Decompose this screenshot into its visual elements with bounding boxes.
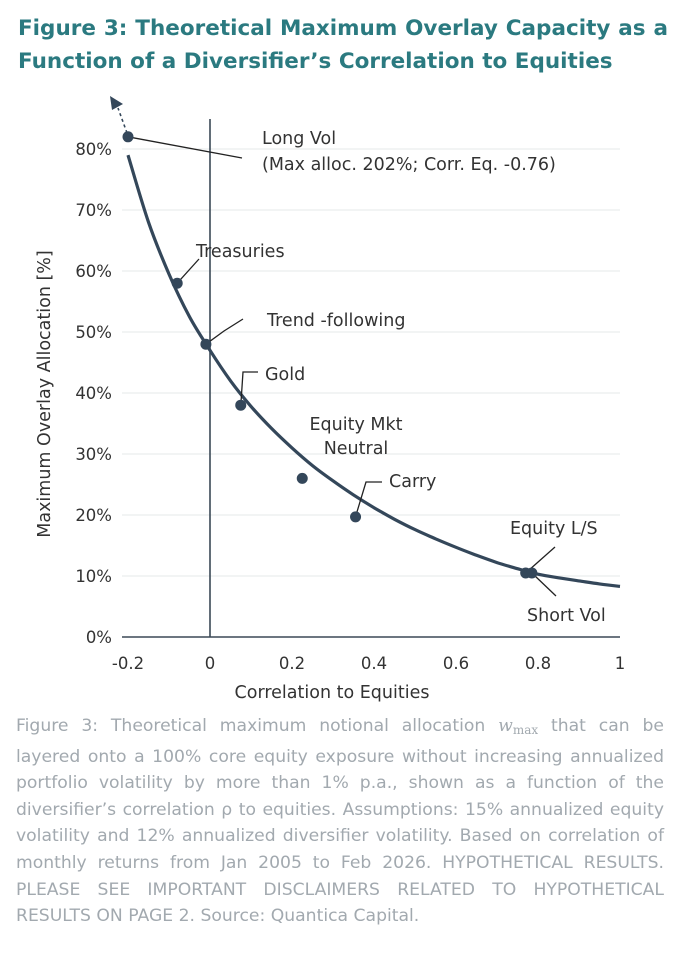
x-axis-label: Correlation to Equities xyxy=(235,683,430,703)
data-point xyxy=(350,511,362,523)
leader-line xyxy=(240,371,258,406)
point-labels: Long Vol (Max alloc. 202%; Corr. Eq. -0.7… xyxy=(195,129,606,626)
off-scale-arrowhead xyxy=(110,96,123,110)
y-tick-label: 0% xyxy=(86,628,112,647)
data-point xyxy=(526,567,538,579)
data-point xyxy=(200,338,212,350)
leader-line xyxy=(531,572,557,597)
overlay-capacity-chart: 0% 10% 20% 30% 40% 50% 60% 70% 80% -0.2 0 0.2 0.4 0.… xyxy=(35,96,625,703)
gridlines xyxy=(122,148,620,577)
caption-body: that can be layered onto a 100% core equ… xyxy=(16,716,664,927)
y-axis-tick-labels: 0% 10% 20% 30% 40% 50% 60% 70% 80% xyxy=(75,140,112,647)
y-tick-label: 10% xyxy=(75,567,112,586)
x-tick-label: 0.6 xyxy=(443,654,469,673)
leader-line xyxy=(354,481,382,517)
x-tick-label: 1 xyxy=(615,654,626,673)
point-label: Trend -following xyxy=(266,311,405,331)
figure-caption: Figure 3: Theoretical maximum notional a… xyxy=(16,713,664,930)
point-label: Equity Mkt xyxy=(310,415,403,435)
data-point xyxy=(235,399,247,411)
x-tick-label: 0.4 xyxy=(361,654,387,673)
caption-prefix: Figure 3: Theoretical maximum notional a… xyxy=(16,716,499,736)
data-point xyxy=(171,277,183,289)
x-tick-label: 0.8 xyxy=(525,654,551,673)
x-tick-label: 0.2 xyxy=(279,654,305,673)
point-label: Short Vol xyxy=(527,606,606,626)
y-tick-label: 60% xyxy=(75,262,112,281)
data-point xyxy=(122,131,134,143)
x-tick-label: -0.2 xyxy=(112,654,144,673)
y-tick-label: 80% xyxy=(75,140,112,159)
y-tick-label: 20% xyxy=(75,506,112,525)
x-axis-tick-labels: -0.2 0 0.2 0.4 0.6 0.8 1 xyxy=(112,654,625,673)
y-tick-label: 70% xyxy=(75,201,112,220)
leader-line xyxy=(205,318,244,345)
leader-line xyxy=(127,136,243,159)
point-label: Gold xyxy=(265,365,305,385)
point-sublabel: Neutral xyxy=(324,439,389,459)
point-label: Long Vol xyxy=(262,129,336,149)
y-tick-label: 50% xyxy=(75,323,112,342)
off-scale-dashed-arrow xyxy=(117,107,128,134)
y-tick-label: 30% xyxy=(75,445,112,464)
figure-title-line-2: Function of a Diversifier’s Correlation … xyxy=(18,49,613,74)
point-label: Equity L/S xyxy=(510,519,598,539)
capacity-curve xyxy=(126,154,621,588)
y-tick-label: 40% xyxy=(75,384,112,403)
w-max-symbol: wmax xyxy=(498,716,539,737)
point-label: Treasuries xyxy=(195,242,285,262)
x-tick-label: 0 xyxy=(205,654,216,673)
w-symbol: w xyxy=(498,716,513,736)
point-sublabel: (Max alloc. 202%; Corr. Eq. -0.76) xyxy=(262,155,556,175)
data-points xyxy=(122,131,538,579)
point-label: Carry xyxy=(389,472,436,492)
y-axis-label: Maximum Overlay Allocation [%] xyxy=(35,250,55,538)
w-symbol-subscript: max xyxy=(512,723,539,737)
figure-title-line-1: Figure 3: Theoretical Maximum Overlay Ca… xyxy=(18,16,668,41)
data-point xyxy=(296,472,308,484)
figure-title: Figure 3: Theoretical Maximum Overlay Ca… xyxy=(18,12,668,78)
